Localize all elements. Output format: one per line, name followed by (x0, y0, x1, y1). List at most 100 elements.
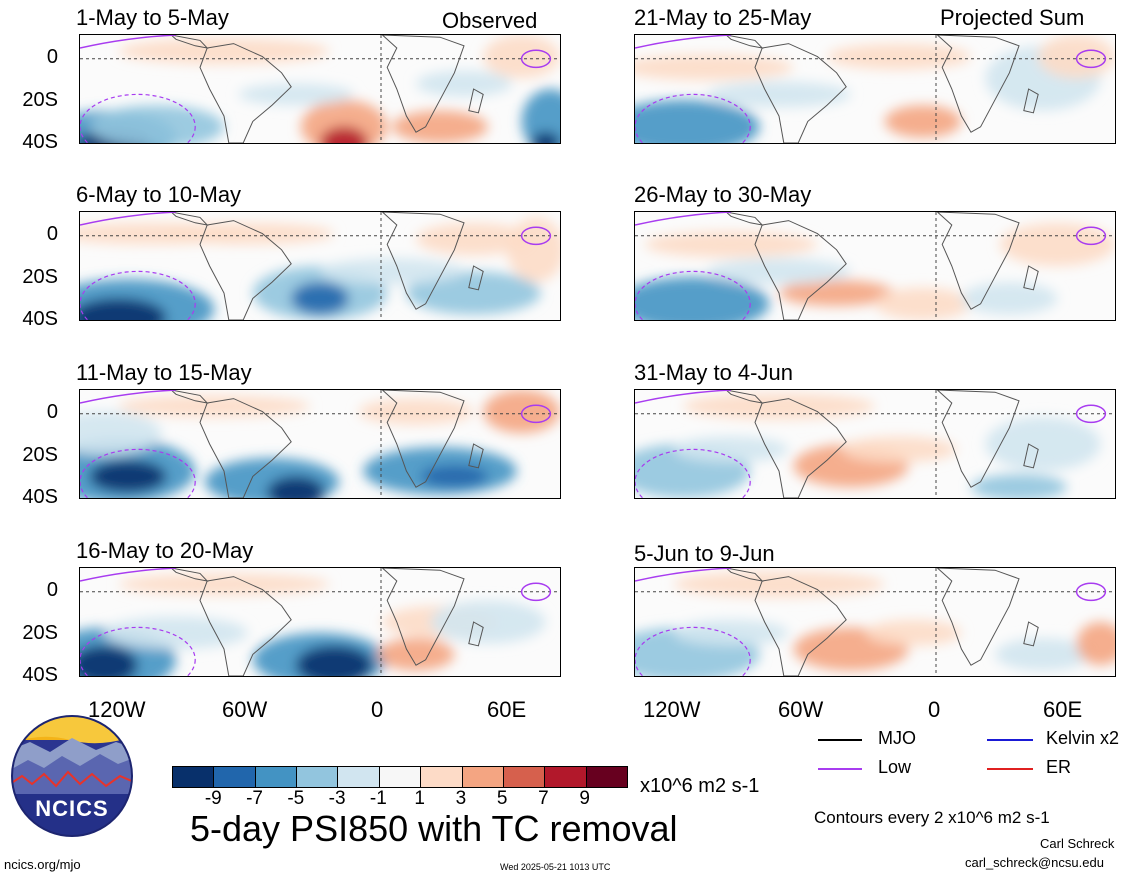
colorbar-tick-label: 5 (496, 788, 508, 809)
panel-title-8: 5-Jun to 9-Jun (634, 541, 775, 566)
low-contour (80, 448, 196, 498)
low-contour (635, 212, 732, 226)
coastline (936, 212, 1020, 310)
author-email: carl_schreck@ncsu.edu (965, 855, 1104, 870)
anomaly-blob (635, 54, 794, 81)
author: Carl Schreck (1040, 836, 1115, 851)
coastline (1023, 621, 1039, 647)
coastline (170, 390, 209, 404)
colorbar-units: x10^6 m2 s-1 (640, 775, 760, 797)
anomaly-blob (320, 126, 368, 143)
ytick-40s-row3: 40S (22, 486, 58, 508)
coastline (1023, 265, 1039, 291)
projected-sum-label: Projected Sum (940, 5, 1085, 30)
ytick-20s-row4: 20S (22, 622, 58, 644)
anomaly-blob (827, 43, 971, 70)
anomaly-blob (430, 600, 546, 644)
coastline (381, 35, 465, 133)
anomaly-blob (985, 417, 1101, 471)
anomaly-blob (841, 436, 957, 463)
low-contour (80, 270, 196, 320)
ytick-20s-row3: 20S (22, 444, 58, 466)
coastline (170, 35, 209, 49)
observed-label: Observed (442, 8, 538, 33)
ytick-0-row3: 0 (46, 401, 58, 423)
legend-kelvin-label: Kelvin x2 (1046, 728, 1120, 748)
anomaly-blob (300, 99, 388, 143)
map-panel-3 (79, 389, 561, 499)
coastline (468, 88, 484, 114)
coastline (468, 265, 484, 291)
map-panel-5 (634, 34, 1116, 144)
low-contour (635, 390, 732, 404)
coastline (199, 43, 292, 143)
anomaly-blob (358, 398, 474, 425)
anomaly-blob (865, 619, 962, 646)
low-contour (635, 35, 732, 49)
map-panel-6 (634, 211, 1116, 321)
coastline (725, 212, 764, 226)
low-contour (1075, 582, 1107, 602)
contours-note: Contours every 2 x10^6 m2 s-1 (814, 808, 1050, 827)
low-contour (635, 568, 732, 582)
anomaly-blob (673, 436, 789, 463)
anomaly-blob (377, 638, 455, 671)
coastline (936, 390, 1020, 488)
coastline (936, 568, 1020, 666)
anomaly-blob (531, 132, 560, 143)
low-contour (80, 390, 177, 404)
low-contour (520, 582, 552, 602)
panel-title-1: 1-May to 5-May (76, 5, 229, 30)
coastline (381, 212, 465, 310)
ytick-40s-row1: 40S (22, 131, 58, 153)
low-contour (80, 212, 177, 226)
anomaly-blob (118, 573, 330, 595)
legend-er-line (987, 768, 1033, 770)
colorbar-swatch-9 (545, 767, 587, 787)
colorbar-swatch-2 (255, 767, 298, 787)
panel-title-6: 26-May to 30-May (634, 182, 812, 207)
coastline (170, 212, 209, 226)
low-contour (635, 448, 751, 498)
colorbar-tick-label: -9 (204, 788, 222, 809)
coastline (725, 35, 764, 49)
xtick-60e-right: 60E (1043, 697, 1083, 722)
colorbar-swatch-1 (214, 767, 256, 787)
coastline (1023, 443, 1039, 469)
anomaly-blob (635, 99, 760, 143)
map-panel-4 (79, 567, 561, 677)
anomaly-blob (238, 83, 354, 106)
panel-title-7: 31-May to 4-Jun (634, 360, 793, 385)
legend-mjo-label: MJO (878, 728, 916, 748)
colorbar-tick-label: -7 (246, 788, 263, 809)
colorbar-swatch-10 (586, 767, 627, 787)
anomaly-blob (884, 105, 962, 138)
anomaly-blob (406, 271, 541, 315)
anomaly-blob (296, 645, 373, 676)
xtick-120w-right: 120W (643, 697, 701, 722)
logo-text: NCICS (35, 796, 109, 821)
coastline (199, 220, 292, 320)
anomaly-blob (707, 81, 851, 108)
anomaly-blob (320, 258, 464, 285)
low-contour (635, 626, 751, 676)
legend-low-label: Low (878, 757, 912, 777)
low-contour (80, 626, 196, 676)
colorbar-tick-label: -3 (328, 788, 346, 809)
anomaly-blob (118, 38, 330, 65)
ytick-0-row1: 0 (46, 46, 58, 68)
xtick-60w-right: 60W (778, 697, 824, 722)
coastline (381, 390, 465, 488)
low-contour (635, 270, 751, 320)
coastline (468, 621, 484, 647)
low-contour (80, 568, 177, 582)
colorbar-swatch-7 (462, 767, 504, 787)
ytick-40s-row2: 40S (22, 308, 58, 330)
anomaly-blob (707, 258, 851, 285)
colorbar-swatch-4 (338, 767, 380, 787)
coastline (754, 220, 847, 320)
colorbar-swatch-6 (421, 767, 463, 787)
anomaly-blob (644, 231, 818, 258)
low-contour (80, 35, 177, 49)
anomaly-blob (416, 222, 532, 256)
